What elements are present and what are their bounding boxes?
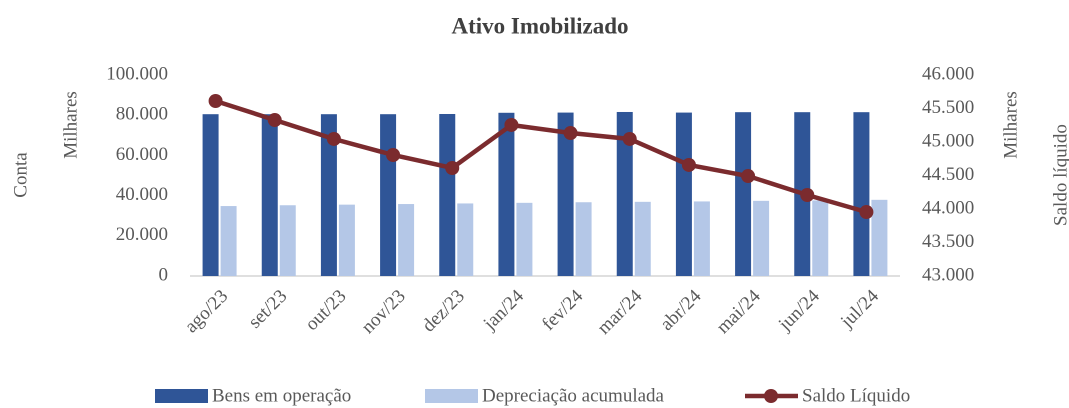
y2-tick-label: 45.000 (922, 130, 974, 151)
bar (616, 111, 633, 276)
bar (380, 114, 397, 276)
x-tick-label: jun/24 (774, 285, 824, 335)
legend-swatch (155, 389, 208, 403)
bar (853, 112, 870, 276)
y2-tick-label: 44.500 (922, 164, 974, 185)
line-marker (445, 160, 460, 175)
y2-tick-label: 43.000 (922, 264, 974, 285)
bar (398, 204, 415, 276)
chart-title: Ativo Imobilizado (452, 13, 629, 38)
y-tick-label: 40.000 (116, 184, 168, 205)
bar (693, 201, 710, 276)
line-marker (800, 187, 815, 202)
bar (871, 199, 888, 276)
x-tick-label: mar/24 (593, 285, 646, 338)
bar (812, 200, 829, 276)
x-tick-label: jan/24 (479, 285, 528, 334)
bar (320, 114, 337, 276)
y-axis-unit: Milhares (60, 91, 81, 159)
line-marker (563, 126, 578, 141)
bar (439, 113, 456, 276)
y-tick-label: 0 (159, 264, 169, 285)
legend-label: Bens em operação (212, 385, 351, 406)
y2-tick-label: 45.500 (922, 97, 974, 118)
y2-axis-unit: Milhares (1000, 91, 1021, 159)
bar (457, 203, 474, 276)
y-tick-label: 20.000 (116, 224, 168, 245)
legend-label: Depreciação acumulada (482, 385, 665, 406)
bar (202, 114, 219, 276)
legend-label: Saldo Líquido (802, 385, 910, 406)
legend-swatch (425, 389, 478, 403)
x-tick-label: set/23 (244, 286, 291, 333)
line-marker (386, 147, 401, 162)
line-marker (267, 113, 282, 128)
bar (261, 114, 278, 276)
bar (753, 200, 770, 276)
x-tick-label: dez/23 (418, 286, 469, 337)
bar (338, 204, 355, 276)
line (214, 98, 868, 215)
y2-axis-label: Saldo líquido (1050, 124, 1069, 226)
y-axis-label: Conta (10, 152, 31, 198)
x-tick-label: jul/24 (836, 285, 883, 332)
line-marker (208, 93, 223, 108)
bar (735, 112, 752, 276)
y-tick-label: 80.000 (116, 104, 168, 125)
x-tick-label: ago/23 (181, 286, 232, 337)
line-marker (326, 131, 341, 146)
x-tick-label: out/23 (301, 286, 350, 335)
bar (220, 206, 237, 276)
legend-swatch (764, 389, 778, 403)
x-tick-label: nov/23 (358, 286, 410, 338)
bar (498, 112, 515, 277)
x-tick-label: mai/24 (713, 285, 766, 338)
y2-tick-label: 46.000 (922, 63, 974, 84)
line-marker (504, 117, 519, 132)
x-tick-label: abr/24 (656, 285, 706, 335)
y-tick-label: 60.000 (116, 144, 168, 165)
bar (557, 112, 574, 276)
line-marker (741, 169, 756, 184)
bar (634, 201, 651, 276)
bar (279, 205, 296, 276)
y2-tick-label: 44.000 (922, 197, 974, 218)
line-marker (859, 205, 874, 220)
y2-tick-label: 43.500 (922, 231, 974, 252)
bar (675, 112, 692, 276)
line-marker (681, 157, 696, 172)
bar (516, 202, 533, 276)
x-tick-label: fev/24 (538, 285, 588, 335)
y-tick-label: 100.000 (106, 63, 168, 84)
bar (575, 202, 592, 276)
line-marker (622, 131, 637, 146)
